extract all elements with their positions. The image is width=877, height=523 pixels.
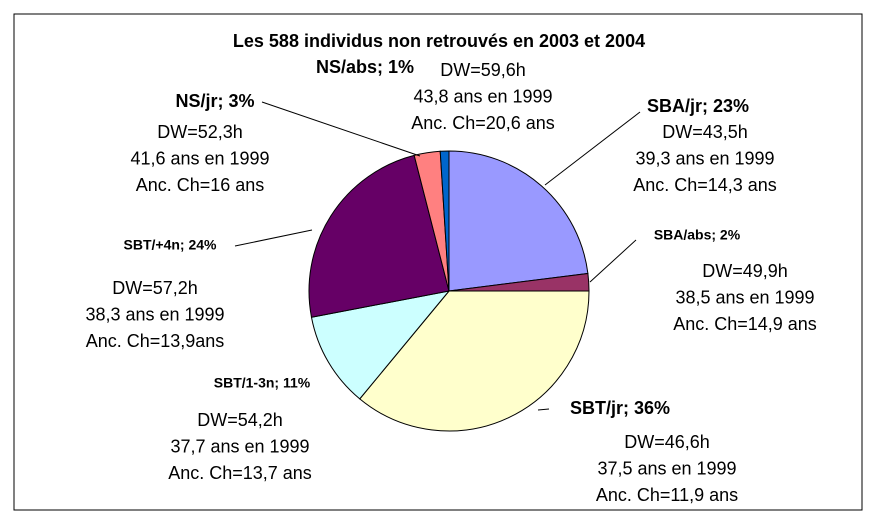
leader-line xyxy=(589,239,637,283)
slice-annotation: 43,8 ans en 1999 xyxy=(413,86,552,106)
leader-line xyxy=(544,111,641,186)
slice-label: NS/jr; 3% xyxy=(175,91,254,111)
slice-annotation: 37,5 ans en 1999 xyxy=(597,458,736,478)
slice-annotation: Anc. Ch=16 ans xyxy=(136,175,265,195)
leader-line xyxy=(537,408,550,411)
slice-annotation: DW=49,9h xyxy=(702,261,788,281)
slice-label: NS/abs; 1% xyxy=(316,57,414,77)
slice-annotation: Anc. Ch=13,7 ans xyxy=(168,463,312,483)
slice-annotation: Anc. Ch=13,9ans xyxy=(86,331,225,351)
slice-annotation: Anc. Ch=11,9 ans xyxy=(596,485,738,505)
slice-annotation: DW=43,5h xyxy=(662,122,748,142)
slice-label: SBA/jr; 23% xyxy=(647,96,749,116)
slice-label: SBA/abs; 2% xyxy=(654,227,741,243)
slice-annotation: Anc. Ch=14,9 ans xyxy=(673,314,817,334)
slice-annotation: DW=57,2h xyxy=(112,278,198,298)
slice-label: SBT/1-3n; 11% xyxy=(214,375,311,391)
pie-slice xyxy=(359,290,590,432)
pie-slice xyxy=(310,290,451,400)
slice-annotation: 39,3 ans en 1999 xyxy=(635,148,774,168)
slice-annotation: Anc. Ch=20,6 ans xyxy=(411,113,555,133)
slice-annotation: 38,5 ans en 1999 xyxy=(675,287,814,307)
slice-label: SBT/+4n; 24% xyxy=(124,237,218,253)
slice-annotation: DW=59,6h xyxy=(440,60,526,80)
leader-line xyxy=(261,101,421,157)
slice-annotation: 37,7 ans en 1999 xyxy=(170,436,309,456)
leader-line xyxy=(234,229,313,247)
slice-annotation: 41,6 ans en 1999 xyxy=(130,148,269,168)
slice-label: SBT/jr; 36% xyxy=(570,398,670,418)
chart-title: Les 588 individus non retrouvés en 2003 … xyxy=(233,31,645,51)
pie-slice xyxy=(448,150,589,292)
pie-slice xyxy=(308,154,450,318)
slice-annotation: DW=52,3h xyxy=(157,122,243,142)
slice-annotation: DW=46,6h xyxy=(624,432,710,452)
pie-slice xyxy=(439,150,450,292)
slice-annotation: Anc. Ch=14,3 ans xyxy=(633,175,777,195)
slice-annotation: DW=54,2h xyxy=(197,410,283,430)
slice-annotation: 38,3 ans en 1999 xyxy=(85,304,224,324)
